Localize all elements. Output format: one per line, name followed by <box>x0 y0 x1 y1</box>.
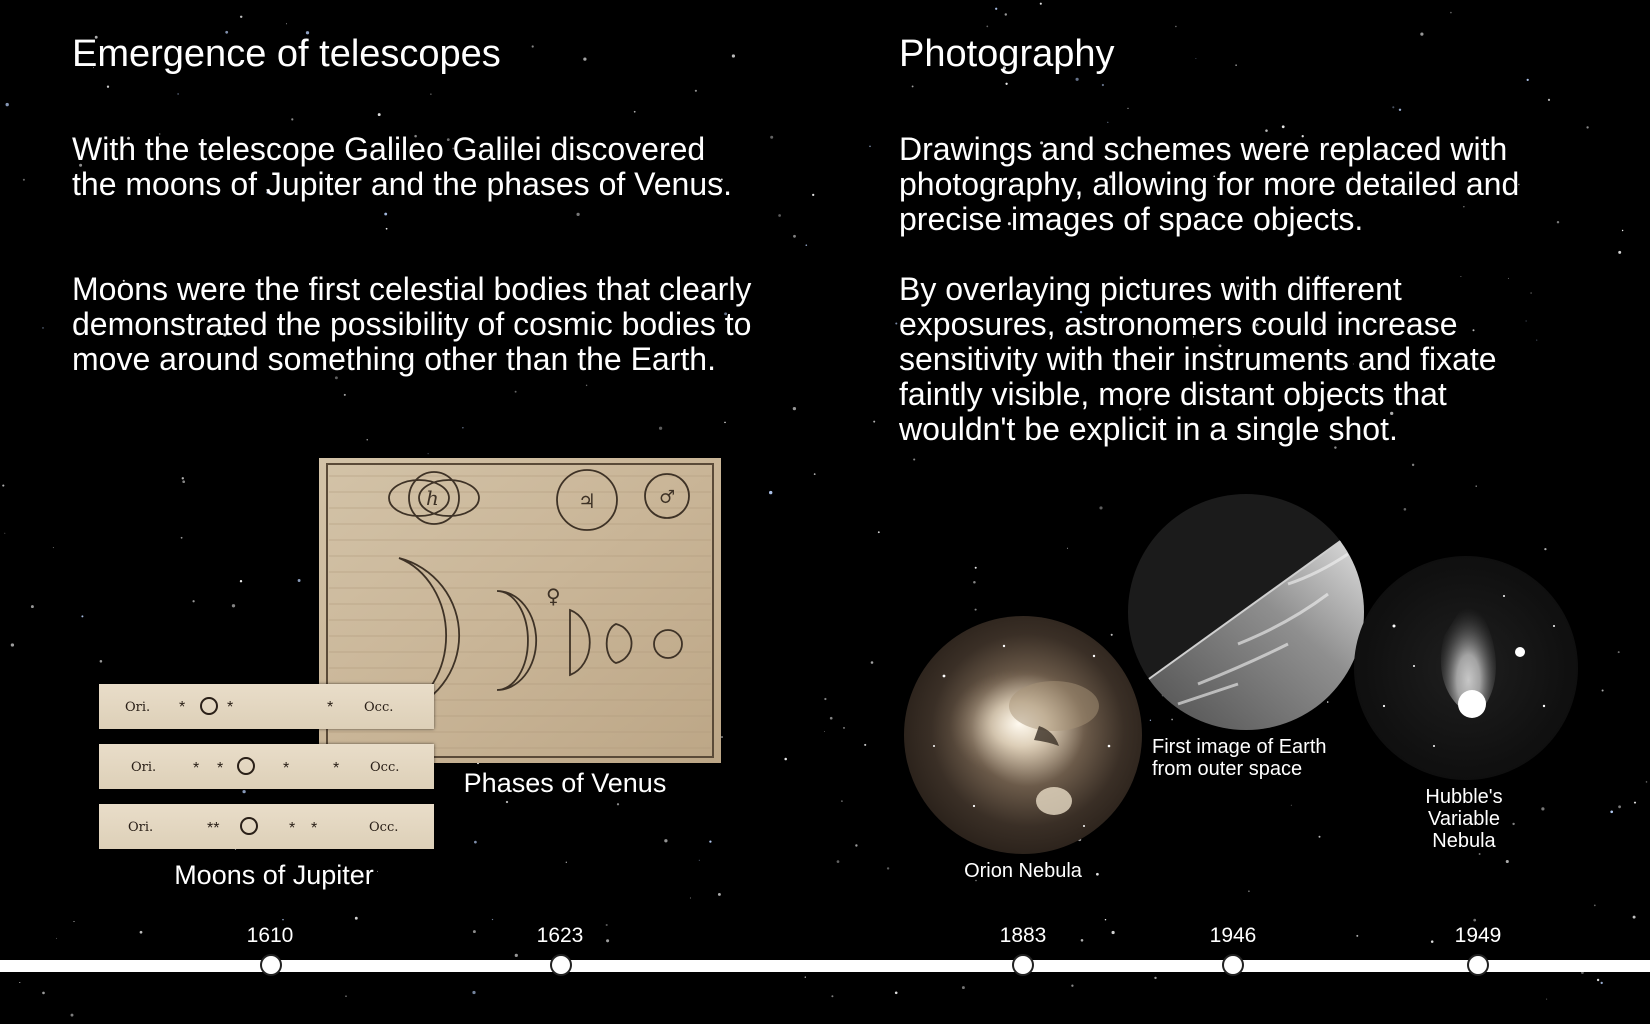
svg-text:Occ.: Occ. <box>370 760 399 775</box>
timeline-node-1883[interactable] <box>1012 954 1034 976</box>
svg-text:Ori.: Ori. <box>125 700 150 715</box>
jupiter-strip: Ori. * * * Occ. <box>99 684 434 729</box>
svg-text:*: * <box>193 760 199 777</box>
svg-text:*: * <box>283 760 289 777</box>
timeline-node-1610[interactable] <box>260 954 282 976</box>
svg-text:Occ.: Occ. <box>364 700 393 715</box>
timeline-year: 1946 <box>1209 924 1257 947</box>
svg-text:*: * <box>227 699 233 716</box>
svg-text:*: * <box>311 820 317 837</box>
timeline-year: 1949 <box>1454 924 1502 947</box>
photography-paragraph-1: Drawings and schemes were replaced with … <box>899 131 1520 237</box>
jupiter-strip: Ori. * * * * Occ. <box>99 744 434 789</box>
svg-text:*: * <box>327 699 333 716</box>
svg-text:*: * <box>217 760 223 777</box>
timeline-line <box>0 960 1650 972</box>
svg-text:*: * <box>333 760 339 777</box>
photography-section: Photography Drawings and schemes were re… <box>899 30 1599 447</box>
jupiter-strip: Ori. ** * * Occ. <box>99 804 434 849</box>
telescopes-heading: Emergence of telescopes <box>72 33 501 75</box>
telescopes-section: Emergence of telescopes With the telesco… <box>72 30 792 377</box>
timeline-year: 1883 <box>999 924 1047 947</box>
earth-caption: First image of Earth from outer space <box>1152 736 1327 780</box>
svg-text:♀: ♀ <box>546 584 561 608</box>
svg-text:♃: ♃ <box>578 489 596 513</box>
venus-caption: Phases of Venus <box>463 768 667 798</box>
hubble-variable-nebula-image <box>1354 556 1578 780</box>
timeline-year: 1610 <box>246 924 294 947</box>
timeline-node-1946[interactable] <box>1222 954 1244 976</box>
svg-text:Ori.: Ori. <box>131 760 156 775</box>
svg-text:Ori.: Ori. <box>128 820 153 835</box>
orion-caption: Orion Nebula <box>964 860 1082 882</box>
svg-text:*: * <box>289 820 295 837</box>
timeline-node-1949[interactable] <box>1467 954 1489 976</box>
orion-nebula-image <box>904 616 1142 854</box>
svg-text:h: h <box>426 486 439 510</box>
telescopes-paragraph-2: Moons were the first celestial bodies th… <box>72 271 752 377</box>
svg-text:*: * <box>179 699 185 716</box>
timeline-node-1623[interactable] <box>550 954 572 976</box>
jupiter-caption: Moons of Jupiter <box>174 860 374 890</box>
photography-heading: Photography <box>899 33 1115 75</box>
photography-paragraph-2: By overlaying pictures with different ex… <box>899 271 1497 447</box>
svg-text:Occ.: Occ. <box>369 820 398 835</box>
earth-from-space-image <box>1128 494 1364 730</box>
svg-text:♂: ♂ <box>659 487 675 508</box>
telescopes-paragraph-1: With the telescope Galileo Galilei disco… <box>72 131 732 202</box>
timeline-year: 1623 <box>536 924 584 947</box>
hubble-caption: Hubble's Variable Nebula <box>1425 786 1503 852</box>
svg-text:**: ** <box>207 820 219 837</box>
